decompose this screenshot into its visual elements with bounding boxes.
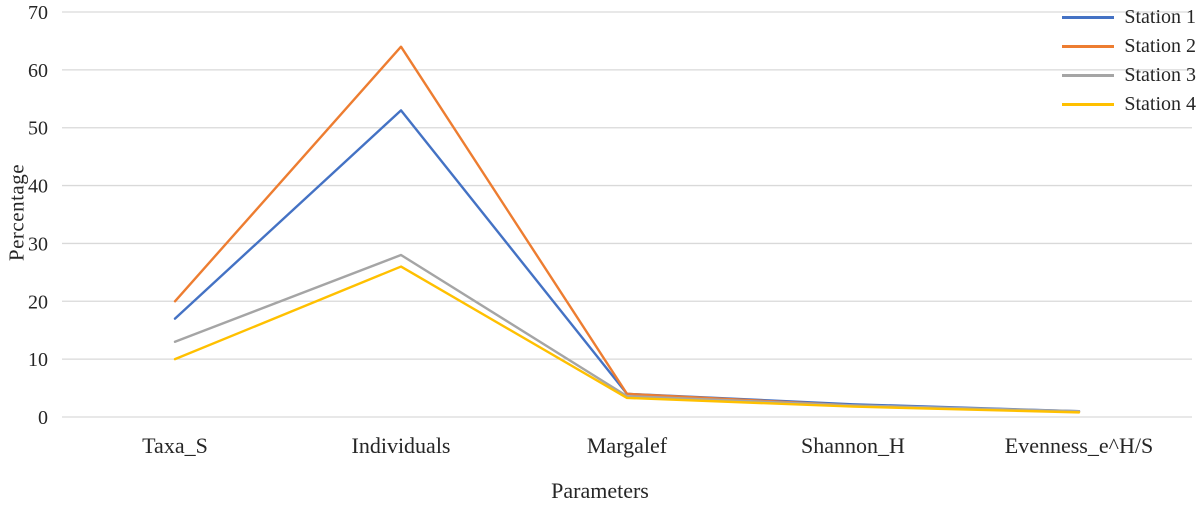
legend-label: Station 4 (1124, 93, 1196, 115)
legend-swatch (1062, 73, 1115, 77)
legend: Station 1 Station 2 Station 3 Station 4 (1062, 6, 1196, 115)
legend-swatch (1062, 15, 1115, 19)
y-tick-label: 20 (28, 291, 48, 313)
legend-item: Station 2 (1062, 35, 1196, 57)
x-category-label: Margalef (587, 433, 668, 458)
legend-label: Station 2 (1124, 35, 1196, 57)
y-tick-label: 70 (28, 2, 48, 24)
series-line-station-2 (173, 45, 1081, 413)
x-category-label: Individuals (352, 433, 451, 458)
legend-label: Station 1 (1124, 6, 1196, 28)
x-category-label: Shannon_H (801, 433, 905, 458)
legend-swatch (1062, 102, 1115, 106)
legend-label: Station 3 (1124, 64, 1196, 86)
x-category-label: Taxa_S (142, 433, 208, 458)
legend-item: Station 1 (1062, 6, 1196, 28)
series-line-station-1 (173, 109, 1081, 413)
y-tick-label: 60 (28, 60, 48, 82)
y-axis-title: Percentage (4, 163, 29, 262)
series-line-station-4 (173, 265, 1081, 414)
y-tick-label: 40 (28, 176, 48, 198)
legend-swatch (1062, 44, 1115, 48)
y-tick-label: 50 (28, 118, 48, 140)
y-tick-label: 10 (28, 349, 48, 371)
x-axis-title: Parameters (551, 478, 649, 503)
legend-item: Station 4 (1062, 93, 1196, 115)
y-tick-label: 30 (28, 233, 48, 255)
series-line-station-3 (173, 253, 1081, 413)
y-tick-label: 0 (38, 407, 48, 429)
legend-item: Station 3 (1062, 64, 1196, 86)
x-category-label: Evenness_e^H/S (1005, 433, 1153, 458)
